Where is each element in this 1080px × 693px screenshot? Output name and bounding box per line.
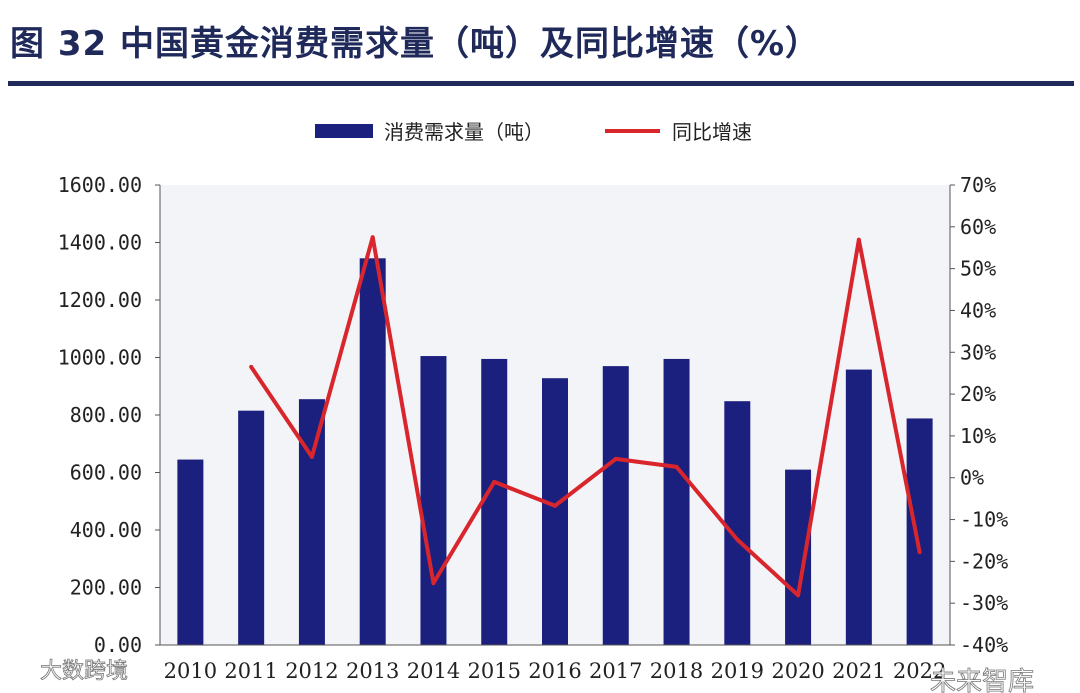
line-point (492, 479, 497, 484)
line-point (431, 581, 436, 586)
x-tick-label: 2021 (832, 659, 885, 683)
line-point (917, 550, 922, 555)
left-tick-label: 400.00 (70, 518, 142, 542)
bar (602, 366, 629, 645)
watermark-right: 未来智库 (930, 667, 1034, 693)
x-tick-label: 2015 (468, 659, 521, 683)
right-tick-label: -20% (960, 549, 1008, 573)
x-tick-label: 2016 (528, 659, 581, 683)
left-tick-label: 200.00 (70, 576, 142, 600)
left-axis: 0.00 200.00 400.00 600.00 800.00 1000.00 1200.… (58, 173, 161, 657)
line-point (735, 537, 740, 542)
x-axis: 2010 2011 2012 2013 2014 2015 2016 2017 2018 2019… (160, 644, 950, 683)
left-tick-label: 1400.00 (58, 231, 142, 255)
left-tick-label: 1000.00 (58, 346, 142, 370)
x-tick-label: 2013 (346, 659, 399, 683)
bar (785, 469, 812, 645)
x-tick-label: 2022 (893, 659, 946, 683)
left-tick-label: 800.00 (70, 403, 142, 427)
right-tick-label: 70% (960, 173, 996, 197)
x-tick-label: 2012 (285, 659, 338, 683)
line-point (553, 503, 557, 508)
bar (906, 418, 933, 645)
x-tick-label: 2018 (650, 659, 703, 683)
x-tick-label: 2019 (711, 659, 764, 683)
growth-line (249, 235, 922, 598)
bar (663, 358, 690, 645)
watermark-left: 大数跨境 (40, 659, 128, 684)
x-tick-label: 2014 (407, 659, 460, 683)
line-point (674, 464, 679, 469)
bar (724, 401, 751, 645)
bar (845, 369, 872, 645)
right-tick-label: -10% (960, 508, 1008, 532)
bar (359, 258, 386, 645)
x-tick-label: 2017 (589, 659, 642, 683)
left-tick-label: 0.00 (94, 633, 142, 657)
left-tick-label: 1200.00 (58, 288, 142, 312)
left-tick-label: 1600.00 (58, 173, 142, 197)
line-series (249, 235, 922, 598)
bar (238, 410, 265, 645)
figure-title: 图 32 中国黄金消费需求量（吨）及同比增速（%） (10, 24, 821, 64)
legend-swatch-bar (315, 124, 373, 138)
bar (177, 459, 204, 645)
title-rule (8, 81, 1074, 86)
legend-label-line: 同比增速 (672, 120, 752, 144)
line-point (856, 237, 861, 242)
line-point (249, 364, 254, 369)
bar (298, 399, 325, 645)
right-tick-label: 10% (960, 424, 996, 448)
watermarks: 大数跨境 未来智库 (40, 659, 1035, 693)
right-tick-label: 50% (960, 257, 996, 281)
left-tick-label: 600.00 (70, 461, 142, 485)
line-point (370, 235, 375, 240)
bar (542, 378, 568, 645)
right-tick-label: 40% (960, 298, 996, 322)
right-axis: -40% -30% -20% -10% 0% 10% 20% 30% 40% 50% 60% 70% (949, 173, 1008, 657)
right-tick-label: 0% (960, 466, 984, 490)
line-point (613, 456, 618, 461)
legend: 消费需求量（吨） 同比增速 (315, 120, 752, 144)
right-tick-label: 60% (960, 215, 996, 239)
right-tick-label: -30% (960, 591, 1008, 615)
x-tick-label: 2011 (224, 659, 277, 683)
line-point (309, 454, 314, 459)
x-tick-label: 2020 (771, 659, 824, 683)
right-tick-label: 30% (960, 340, 996, 364)
right-tick-label: -40% (960, 633, 1008, 657)
x-tick-label: 2010 (164, 659, 217, 683)
line-point (796, 593, 801, 598)
bar (420, 356, 447, 645)
bar (481, 358, 508, 645)
right-tick-label: 20% (960, 382, 996, 406)
legend-label-bar: 消费需求量（吨） (384, 120, 544, 144)
bar-series (177, 258, 933, 645)
